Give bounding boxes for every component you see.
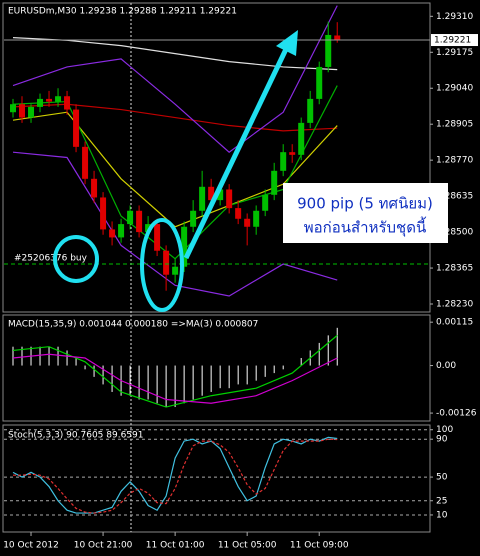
y-tick-label: 1.28365 bbox=[436, 264, 473, 274]
annotation: 900 pip (5 ทศนิยม) bbox=[297, 195, 433, 213]
y-tick-label: 90 bbox=[436, 435, 448, 445]
candle-body bbox=[199, 186, 206, 211]
candle-body bbox=[298, 122, 305, 155]
candle-body bbox=[253, 210, 260, 227]
candle-body bbox=[82, 146, 89, 179]
y-tick-label: 1.28635 bbox=[436, 192, 473, 202]
plot-layer: 1.29310 1.29175 1.29040 1.28905 1.28770 1.286… bbox=[3, 5, 478, 551]
panel-border bbox=[2, 314, 431, 422]
y-tick-label: 1.28500 bbox=[436, 228, 473, 238]
candle-body bbox=[325, 34, 332, 67]
candle-body bbox=[91, 178, 98, 198]
candle-body bbox=[73, 109, 80, 147]
indicator-line bbox=[13, 438, 338, 514]
panel-title: MACD(15,35,9) 0.001044 0.000180 =>MA(3) … bbox=[8, 320, 258, 330]
candle-body bbox=[46, 98, 53, 102]
x-tick-label: 11 Oct 09:00 bbox=[290, 541, 349, 551]
indicator-line bbox=[12, 436, 338, 514]
y-tick-label: 1.28230 bbox=[436, 300, 473, 310]
order-label: #25206376 buy bbox=[14, 254, 88, 264]
chart-title: EURUSDm,M30 1.29238 1.29288 1.29211 1.29… bbox=[8, 7, 237, 17]
y-tick-label: 50 bbox=[436, 473, 448, 483]
candle-body bbox=[280, 152, 287, 171]
candle-body bbox=[109, 229, 116, 238]
candle-body bbox=[136, 210, 143, 233]
arrow-head bbox=[276, 30, 298, 56]
candle-body bbox=[190, 210, 197, 227]
candle-body bbox=[262, 194, 269, 211]
candle-body bbox=[163, 250, 170, 275]
panel-title: Stoch(5,3,3) 90.7605 89.6591 bbox=[8, 431, 143, 441]
y-tick-label: 0.00 bbox=[436, 361, 456, 371]
indicator-line bbox=[12, 353, 338, 404]
indicator-line bbox=[12, 5, 338, 153]
highlight-ellipse bbox=[53, 235, 99, 283]
price-label-box bbox=[431, 34, 478, 47]
panel-border bbox=[2, 2, 431, 313]
annotation: พอก่อนสำหรับชุดนี้ bbox=[304, 217, 427, 238]
price-label: 1.29221 bbox=[434, 36, 471, 46]
candle-body bbox=[100, 197, 107, 230]
indicator-line bbox=[12, 103, 338, 132]
x-tick-label: 11 Oct 05:00 bbox=[218, 541, 277, 551]
annotation-box bbox=[283, 183, 448, 243]
candle-body bbox=[244, 218, 251, 227]
candle-body bbox=[55, 96, 62, 102]
candle-body bbox=[307, 98, 314, 123]
candle-body bbox=[289, 152, 296, 155]
candle-body bbox=[10, 104, 17, 113]
x-tick-label: 10 Oct 21:00 bbox=[74, 541, 133, 551]
candle-body bbox=[271, 170, 278, 195]
indicator-line bbox=[12, 151, 338, 297]
candle-body bbox=[208, 186, 215, 201]
x-tick-label: 11 Oct 01:00 bbox=[146, 541, 205, 551]
candle-body bbox=[64, 96, 71, 110]
candle-body bbox=[217, 189, 224, 201]
y-tick-label: 1.29040 bbox=[436, 84, 473, 94]
arrow bbox=[183, 43, 291, 260]
y-tick-label: 100 bbox=[436, 425, 453, 435]
candle-body bbox=[127, 210, 134, 225]
candle-body bbox=[172, 266, 179, 275]
candle-body bbox=[28, 106, 35, 118]
candle-body bbox=[118, 224, 125, 238]
x-tick-label: 10 Oct 2012 bbox=[3, 541, 59, 551]
order-label-bg bbox=[12, 252, 76, 264]
candle-body bbox=[226, 189, 233, 209]
panel-border bbox=[2, 424, 431, 533]
y-tick-label: 1.28905 bbox=[436, 120, 473, 130]
y-tick-label: 10 bbox=[436, 510, 448, 520]
y-tick-label: 1.28770 bbox=[436, 156, 473, 166]
candle-body bbox=[19, 104, 26, 118]
candle-body bbox=[37, 98, 44, 107]
y-tick-label: 25 bbox=[436, 496, 447, 506]
y-tick-label: 1.29175 bbox=[436, 48, 473, 58]
y-tick-label: 0.00115 bbox=[436, 318, 473, 328]
overlay: 900 pip (5 ทศนิยม) พอก่อนสำหรับชุดนี้ bbox=[53, 30, 448, 312]
y-tick-label: -0.00126 bbox=[436, 409, 477, 419]
candle-body bbox=[334, 35, 341, 41]
candle-body bbox=[145, 224, 152, 233]
candle-body bbox=[181, 226, 188, 267]
candle-body bbox=[235, 208, 242, 219]
y-tick-label: 1.29310 bbox=[436, 12, 473, 22]
indicator-line bbox=[12, 334, 338, 408]
candle-body bbox=[316, 66, 323, 99]
highlight-ellipse bbox=[140, 218, 184, 312]
candle-body bbox=[154, 224, 161, 251]
